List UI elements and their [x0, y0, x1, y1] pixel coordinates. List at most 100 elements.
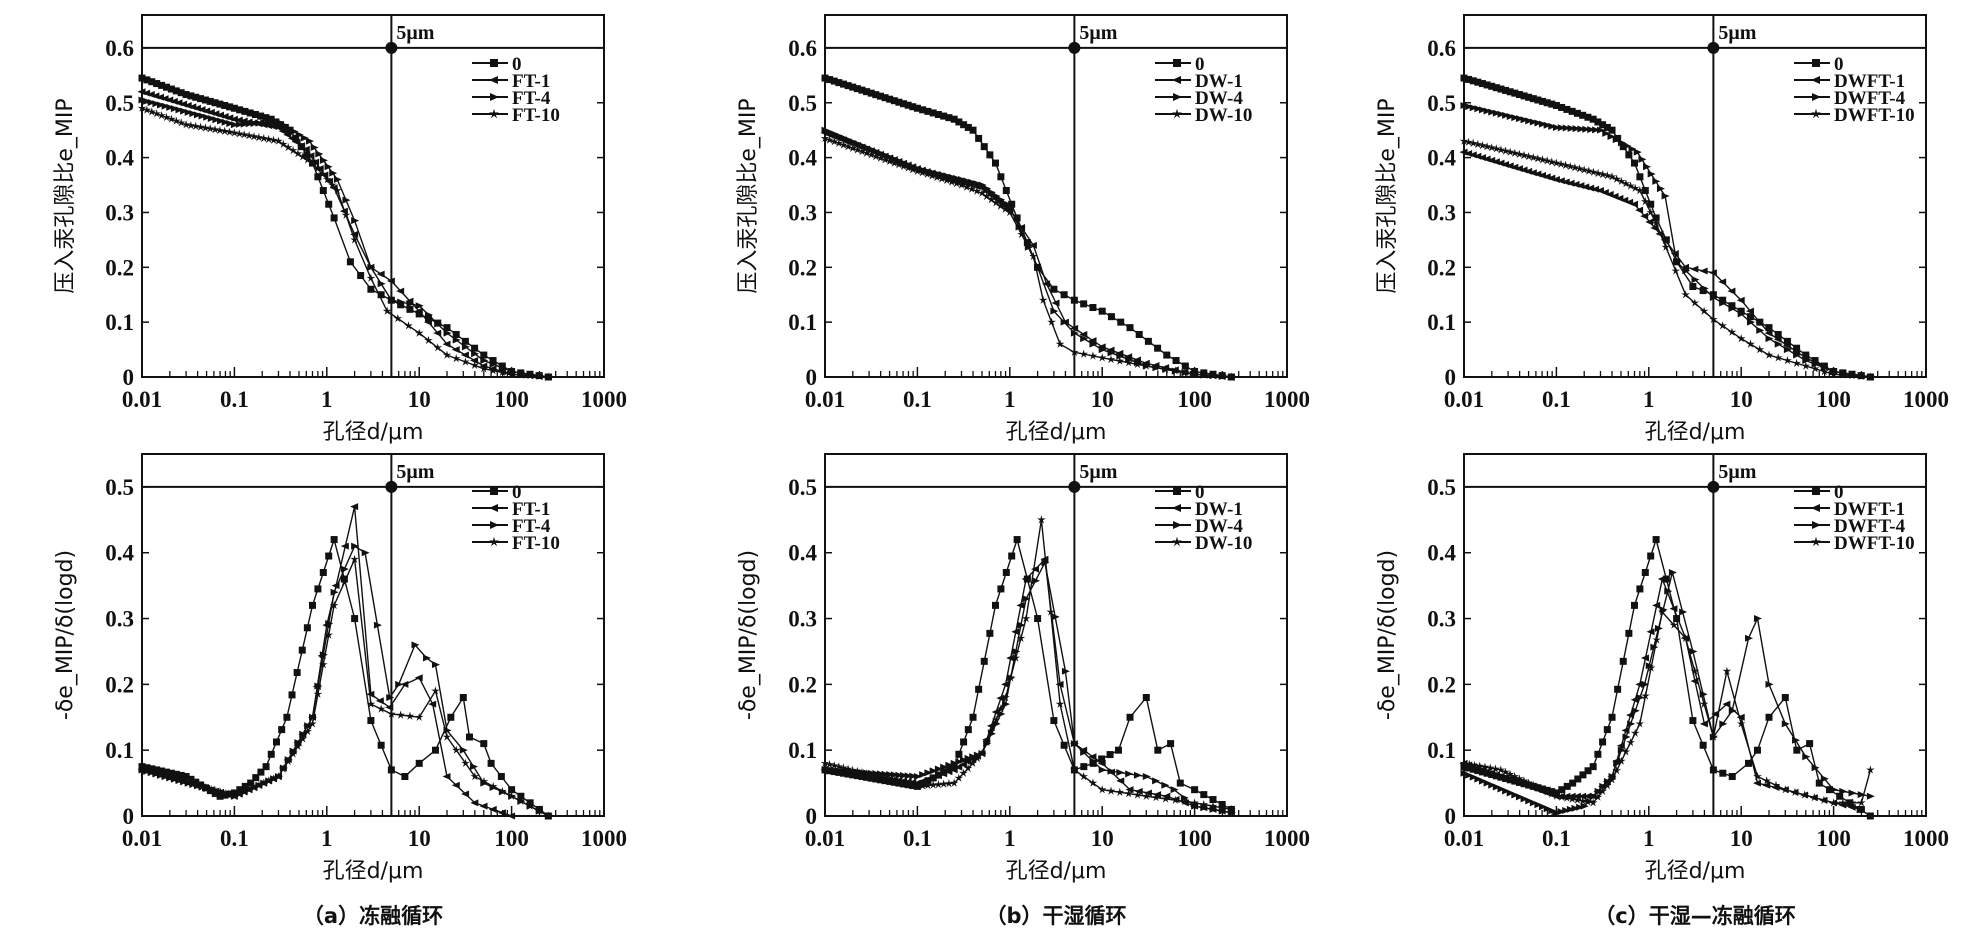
legend-marker	[1812, 93, 1821, 101]
data-point	[997, 173, 1005, 181]
data-point	[1051, 299, 1060, 307]
data-point	[498, 364, 507, 372]
data-point	[1022, 595, 1031, 603]
data-point	[1603, 171, 1612, 180]
data-point	[1647, 552, 1655, 560]
data-point	[170, 105, 179, 113]
data-point	[1464, 759, 1474, 768]
data-point	[992, 192, 1001, 200]
y-tick-label: 0.2	[105, 672, 134, 697]
data-point	[1584, 166, 1594, 175]
data-point	[415, 302, 424, 310]
data-point	[1582, 125, 1591, 133]
data-point	[1619, 657, 1627, 665]
data-point	[1190, 369, 1199, 378]
series-DW-10	[820, 515, 1236, 814]
data-point	[257, 768, 265, 776]
data-point	[1107, 313, 1115, 321]
data-point	[285, 124, 294, 132]
data-point	[303, 155, 312, 164]
data-point	[400, 680, 409, 688]
data-point	[1617, 139, 1626, 147]
data-point	[829, 137, 839, 146]
data-point	[252, 774, 260, 782]
data-point	[1151, 363, 1161, 372]
data-point	[386, 277, 395, 285]
data-point	[1491, 764, 1500, 773]
data-point	[1502, 787, 1511, 795]
data-point	[471, 350, 480, 358]
data-point	[156, 101, 165, 109]
data-point	[1625, 629, 1633, 637]
data-point	[1576, 182, 1585, 190]
data-point	[367, 717, 375, 725]
data-point	[489, 357, 497, 365]
data-point	[1645, 662, 1654, 670]
data-point	[288, 146, 298, 155]
data-point	[406, 305, 414, 313]
data-point	[876, 776, 884, 784]
data-point	[452, 336, 461, 344]
data-point	[1097, 353, 1107, 362]
legend-label: FT-10	[512, 533, 560, 554]
data-point	[1016, 601, 1025, 609]
data-point	[918, 166, 927, 174]
y-axis-label: -δe_MIP/δ(logd)	[736, 550, 761, 720]
data-point	[189, 110, 198, 118]
data-point	[148, 78, 156, 86]
data-point	[507, 812, 516, 820]
data-point	[1736, 334, 1746, 343]
y-tick-label: 0.1	[105, 738, 134, 763]
y-tick-label: 0.1	[105, 310, 134, 335]
data-point	[1866, 372, 1875, 381]
data-point	[304, 722, 313, 730]
data-point	[442, 350, 452, 359]
data-point	[479, 364, 489, 373]
data-point	[968, 178, 977, 186]
data-point	[867, 89, 875, 97]
data-point	[1515, 149, 1524, 158]
data-point	[1047, 317, 1056, 326]
data-point	[1492, 783, 1501, 791]
data-point	[1469, 773, 1478, 781]
data-point	[167, 114, 176, 123]
y-tick-label: 0.5	[105, 91, 134, 116]
data-point	[147, 98, 156, 106]
data-point	[161, 102, 170, 110]
x-tick-label: 1000	[581, 826, 627, 851]
data-point	[157, 111, 166, 120]
data-point	[1016, 633, 1026, 642]
x-tick-label: 100	[1177, 826, 1212, 851]
data-point	[1594, 787, 1603, 795]
data-point	[293, 149, 303, 158]
y-tick-label: 0.6	[105, 36, 134, 61]
data-point	[1773, 335, 1782, 343]
data-point	[1060, 741, 1068, 749]
data-point	[1783, 346, 1792, 354]
data-point	[283, 756, 293, 766]
data-point	[880, 155, 890, 164]
data-point	[1626, 738, 1635, 747]
series-line	[141, 77, 549, 378]
data-point	[255, 119, 264, 127]
legend-marker	[1172, 536, 1182, 547]
x-tick-label: 0.1	[1542, 826, 1571, 851]
data-point	[272, 738, 280, 746]
data-point	[1599, 121, 1607, 129]
x-tick-label: 10	[408, 387, 431, 412]
data-point	[866, 150, 876, 159]
data-point	[1543, 121, 1552, 129]
data-point	[1722, 666, 1732, 675]
data-point	[1774, 330, 1782, 338]
data-point	[404, 321, 413, 330]
data-point	[299, 730, 308, 738]
data-point	[1586, 184, 1595, 192]
data-point	[1511, 89, 1519, 97]
y-tick-label: 0.3	[1427, 607, 1456, 632]
data-point	[1151, 793, 1161, 802]
data-point	[1011, 653, 1021, 662]
data-point	[1000, 204, 1010, 213]
data-point	[1029, 251, 1038, 260]
data-point	[820, 758, 830, 767]
data-point	[1793, 344, 1801, 352]
